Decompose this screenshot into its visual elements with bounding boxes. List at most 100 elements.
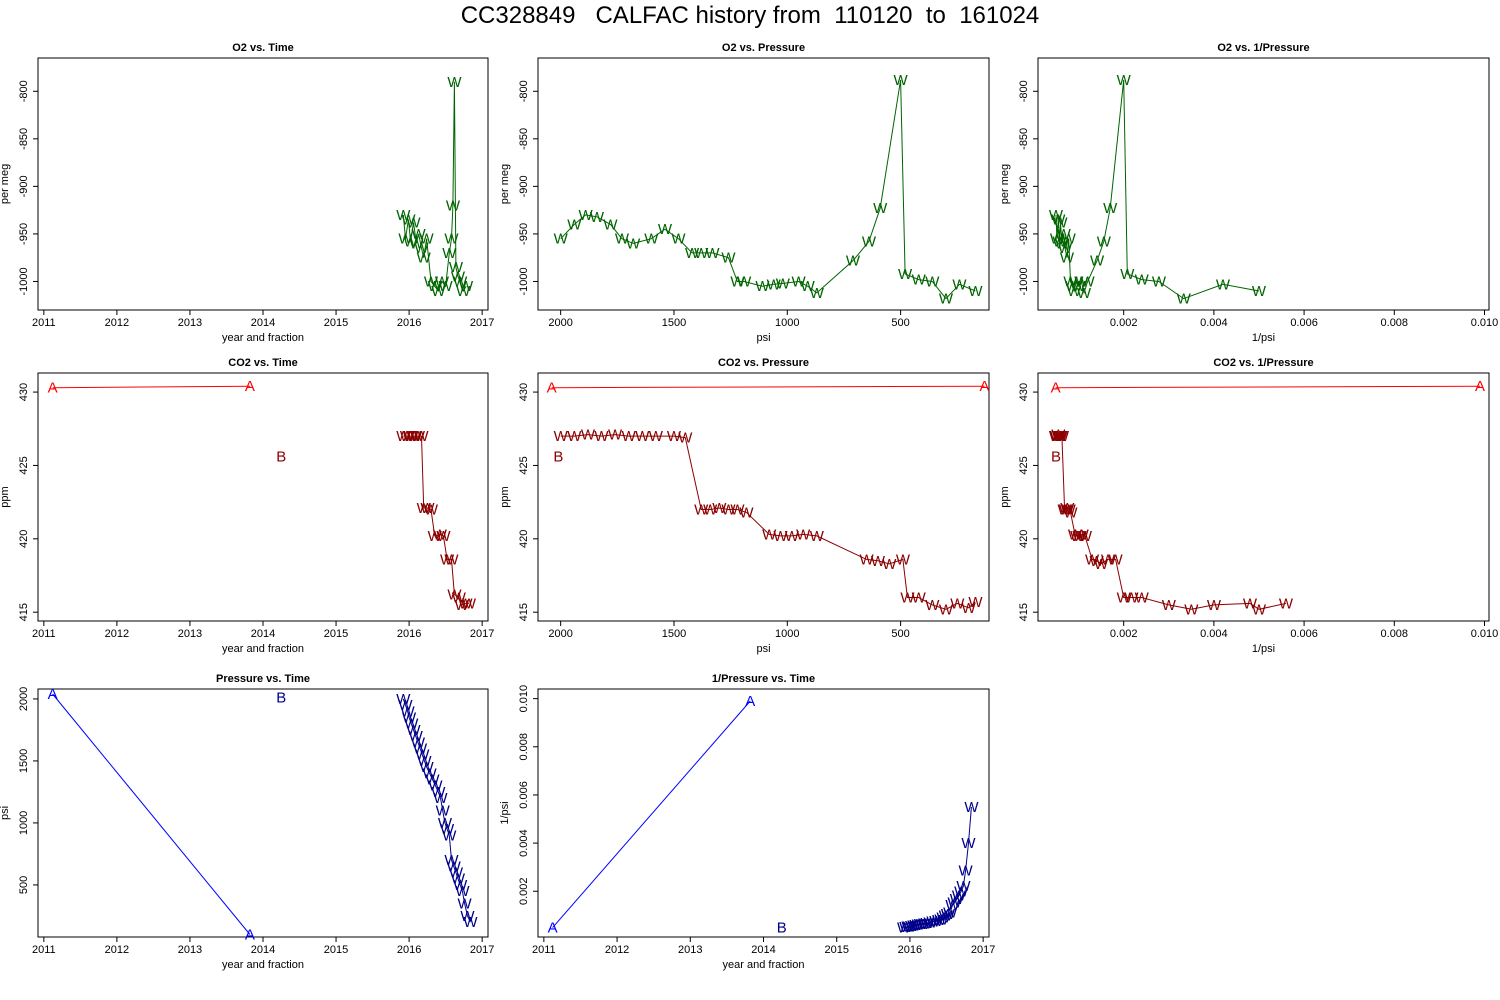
y-tick-label: 415 xyxy=(1018,603,1030,621)
data-point-W: W xyxy=(1207,597,1222,614)
data-point-W: W xyxy=(914,916,929,933)
data-point-W: W xyxy=(1074,274,1089,291)
data-point-W: W xyxy=(962,600,977,617)
data-point-W: W xyxy=(898,266,913,283)
data-point-W: W xyxy=(1063,504,1078,521)
data-point-W: W xyxy=(635,428,650,445)
data-point-W: W xyxy=(409,235,424,252)
data-point-W: W xyxy=(1090,253,1105,270)
data-point-W: W xyxy=(1058,502,1073,519)
data-point-W: W xyxy=(1065,278,1080,295)
y-tick-label: -1000 xyxy=(18,267,30,295)
data-point-W: W xyxy=(396,691,411,708)
data-point-W: W xyxy=(439,278,454,295)
x-tick-label: 2015 xyxy=(324,628,348,640)
x-tick-label: 2017 xyxy=(470,317,494,329)
data-point-W: W xyxy=(705,245,720,262)
data-point-W: W xyxy=(458,896,473,913)
y-tick-label: 425 xyxy=(18,456,30,474)
data-point-W: W xyxy=(1117,72,1132,89)
data-point-W: W xyxy=(903,918,918,935)
y-tick-label: 430 xyxy=(18,383,30,401)
series-line-W xyxy=(560,434,976,610)
chart-title: Pressure vs. Time xyxy=(216,673,310,685)
y-tick-label: 2000 xyxy=(18,687,30,711)
series-line-W xyxy=(402,81,467,293)
x-tick-label: 2011 xyxy=(532,944,556,956)
data-point-W: W xyxy=(409,728,424,745)
data-point-W: W xyxy=(459,278,474,295)
x-axis-label: year and fraction xyxy=(723,959,805,971)
data-point-W: W xyxy=(425,772,440,789)
series-line-A xyxy=(52,385,250,389)
data-point-W: W xyxy=(730,274,745,291)
data-point-W: W xyxy=(1162,597,1177,614)
data-point-W: W xyxy=(1117,590,1132,607)
data-point-W: W xyxy=(402,710,417,727)
x-tick-label: 2013 xyxy=(178,628,202,640)
data-point-A: A xyxy=(48,380,58,397)
data-point-W: W xyxy=(923,914,938,931)
data-point-W: W xyxy=(739,504,754,521)
data-point-W: W xyxy=(810,285,825,302)
x-tick-label: 2016 xyxy=(397,317,421,329)
data-point-W: W xyxy=(694,502,709,519)
chart-title: CO2 vs. Pressure xyxy=(718,357,809,369)
data-point-W: W xyxy=(954,883,969,900)
x-tick-label: 0.002 xyxy=(1110,317,1138,329)
plot-frame xyxy=(1037,372,1490,622)
x-tick-label: 2016 xyxy=(397,944,421,956)
data-point-W: W xyxy=(925,274,940,291)
x-axis-label: psi xyxy=(756,643,770,655)
x-tick-label: 1500 xyxy=(662,628,686,640)
data-point-W: W xyxy=(950,595,965,612)
x-axis-label: year and fraction xyxy=(222,332,304,344)
series-line-W xyxy=(560,79,976,300)
data-point-W: W xyxy=(622,428,637,445)
data-point-W: W xyxy=(1060,500,1075,517)
data-point-W: W xyxy=(1152,274,1167,291)
y-axis-label: ppm xyxy=(0,486,11,507)
y-tick-label: 420 xyxy=(18,530,30,548)
y-tick-label: 1500 xyxy=(18,749,30,773)
plot-frame xyxy=(537,688,990,938)
data-point-W: W xyxy=(905,918,920,935)
y-tick-label: 430 xyxy=(1018,383,1030,401)
data-point-W: W xyxy=(912,590,927,607)
data-point-W: W xyxy=(1090,553,1105,570)
data-point-W: W xyxy=(796,526,811,543)
data-point-W: W xyxy=(1135,272,1150,289)
data-point-W: W xyxy=(649,428,664,445)
data-point-W: W xyxy=(1053,215,1068,232)
data-point-W: W xyxy=(404,234,419,251)
data-point-W: W xyxy=(447,587,462,604)
chart-title: O2 vs. Time xyxy=(232,42,294,54)
data-point-W: W xyxy=(920,915,935,932)
data-point-W: W xyxy=(932,912,947,929)
data-point-W: W xyxy=(939,291,954,308)
y-tick-label: -950 xyxy=(518,223,530,245)
data-point-W: W xyxy=(417,500,432,517)
data-point-W: W xyxy=(721,502,736,519)
data-point-W: W xyxy=(900,590,915,607)
data-point-W: W xyxy=(404,428,419,445)
data-point-W: W xyxy=(1051,212,1066,229)
data-point-W: W xyxy=(948,894,963,911)
data-point-W: W xyxy=(1058,240,1073,257)
y-tick-label: 420 xyxy=(518,530,530,548)
data-point-W: W xyxy=(943,905,958,922)
data-point-W: W xyxy=(1072,528,1087,545)
data-point-W: W xyxy=(964,799,979,816)
y-axis-label: 1/psi xyxy=(499,801,511,824)
data-point-W: W xyxy=(1081,274,1096,291)
y-axis-label: per meg xyxy=(499,164,511,204)
data-point-W: W xyxy=(579,207,594,224)
y-axis-label: psi xyxy=(0,806,11,820)
data-point-B: B xyxy=(1051,449,1061,466)
data-point-W: W xyxy=(860,551,875,568)
data-point-W: W xyxy=(451,871,466,888)
data-point-W: W xyxy=(436,528,451,545)
data-point-W: W xyxy=(912,917,927,934)
data-point-W: W xyxy=(424,502,439,519)
